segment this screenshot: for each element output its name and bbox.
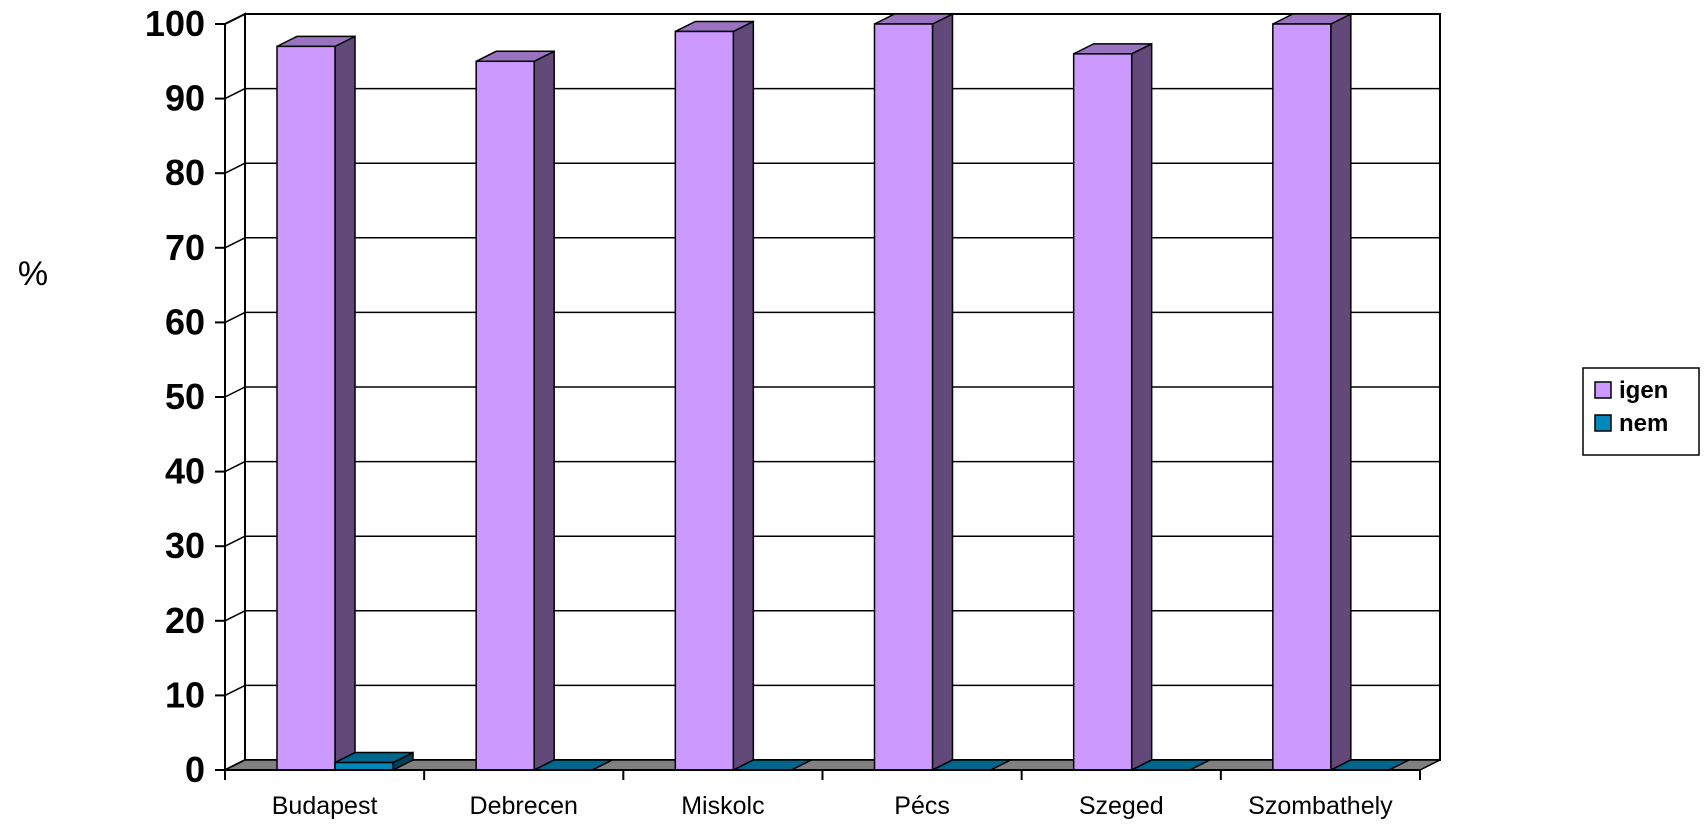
bar-front bbox=[475, 60, 535, 771]
gridline-side bbox=[224, 311, 246, 324]
y-tick-label: 80 bbox=[165, 152, 205, 193]
bar-igen-szeged bbox=[1072, 42, 1153, 772]
bar-nem-budapest bbox=[334, 751, 414, 772]
x-tick-label: Debrecen bbox=[470, 792, 578, 820]
gridline-side bbox=[224, 87, 246, 100]
gridline-side bbox=[224, 460, 246, 473]
bar-side bbox=[1130, 42, 1153, 772]
bar-nem-szeged bbox=[1131, 759, 1211, 771]
bar-side bbox=[1330, 12, 1352, 772]
gridline-side bbox=[224, 610, 246, 622]
x-tick-label: Szombathely bbox=[1248, 792, 1393, 820]
x-tick-label: Pécs bbox=[894, 792, 950, 820]
y-tick-label: 50 bbox=[165, 376, 205, 417]
y-tick-label: 70 bbox=[165, 227, 205, 268]
gridline-side bbox=[224, 237, 246, 249]
y-tick-label: 100 bbox=[145, 3, 205, 44]
y-tick-label: 0 bbox=[185, 749, 205, 790]
tick-labels: 0 10 20 30 40 50 60 70 80 90 100 Budapest Debrecen Mi… bbox=[18, 3, 1393, 820]
bar-side bbox=[732, 20, 755, 772]
y-axis-label: % bbox=[18, 255, 48, 293]
gridline-side bbox=[224, 535, 246, 547]
x-tick-label: Budapest bbox=[272, 792, 378, 820]
bars bbox=[276, 12, 1410, 772]
x-tick-label: Miskolc bbox=[681, 792, 764, 820]
bar-igen-szombathely bbox=[1272, 12, 1352, 772]
gridline-side bbox=[224, 386, 246, 398]
legend-box bbox=[1582, 367, 1700, 456]
bar-igen-pecs bbox=[873, 12, 954, 772]
axes bbox=[215, 23, 1421, 780]
legend-swatch bbox=[1594, 414, 1612, 432]
bar-front bbox=[873, 23, 934, 771]
bar-front bbox=[276, 45, 336, 771]
x-tick-label: Szeged bbox=[1079, 792, 1164, 820]
y-tick-label: 10 bbox=[165, 674, 205, 715]
legend-label: igen bbox=[1619, 377, 1668, 404]
gridline-side bbox=[224, 684, 246, 697]
gridline-side bbox=[224, 13, 246, 25]
legend-item-nem: nem bbox=[1594, 410, 1668, 437]
gridline-side bbox=[224, 162, 246, 174]
bar-igen-budapest bbox=[276, 35, 356, 772]
bar-side bbox=[334, 35, 356, 772]
y-tick-label: 60 bbox=[165, 301, 205, 342]
legend-item-igen: igen bbox=[1594, 377, 1668, 404]
y-tick-label: 90 bbox=[165, 78, 205, 119]
bar-front bbox=[674, 30, 735, 771]
legend-swatch bbox=[1594, 381, 1612, 399]
bar-side bbox=[931, 12, 954, 772]
bar-front bbox=[334, 761, 394, 771]
chart-walls bbox=[224, 12, 1441, 772]
legend-label: nem bbox=[1619, 410, 1668, 437]
bar-nem-debrecen bbox=[533, 759, 613, 771]
bar-front bbox=[1272, 23, 1332, 771]
bar-front bbox=[1072, 53, 1133, 771]
bar-side bbox=[533, 50, 555, 772]
gridlines bbox=[224, 13, 1440, 771]
legend: igen nem bbox=[1582, 367, 1700, 456]
bar-igen-miskolc bbox=[674, 20, 755, 772]
y-tick-label: 40 bbox=[165, 451, 205, 492]
bar-igen-debrecen bbox=[475, 50, 555, 772]
y-tick-label: 20 bbox=[165, 600, 205, 641]
y-tick-label: 30 bbox=[165, 525, 205, 566]
